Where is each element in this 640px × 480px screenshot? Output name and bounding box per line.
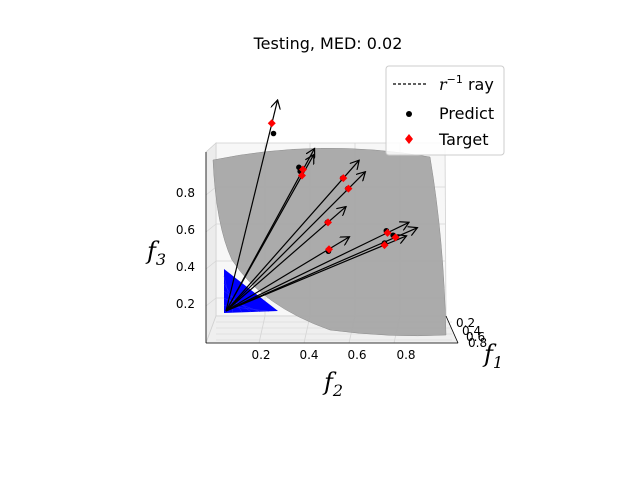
f1-axis-label: f1 xyxy=(482,340,503,372)
f1-tick-label: 0.8 xyxy=(468,336,487,350)
legend-target-symbol xyxy=(405,134,413,144)
ray-arrow-9 xyxy=(225,236,407,312)
target-points xyxy=(267,119,400,254)
target-point-9 xyxy=(380,241,389,250)
target-point-10 xyxy=(325,245,333,254)
target-point-2 xyxy=(299,165,307,174)
ray-arrow-3 xyxy=(225,155,314,312)
target-point-4 xyxy=(344,184,353,193)
grid-line-side xyxy=(205,260,217,270)
ray-arrow-5 xyxy=(225,160,359,312)
f2-tick-label: 0.4 xyxy=(299,348,318,362)
f3-tick-label: 0.8 xyxy=(176,186,195,200)
grid-line-side xyxy=(205,186,217,196)
target-point-5 xyxy=(339,174,348,183)
legend-ray-label: r−1 ray xyxy=(439,73,494,94)
f3-tick-label: 0.6 xyxy=(176,223,195,237)
legend-box xyxy=(385,65,505,156)
grid-line-side xyxy=(205,223,217,233)
f1-tick-label: 0.6 xyxy=(466,330,485,344)
f1-tick-label: 0.4 xyxy=(462,324,481,338)
target-point-7 xyxy=(324,218,332,227)
chart-title: Testing, MED: 0.02 xyxy=(253,34,403,53)
ray-arrow-4 xyxy=(225,172,365,312)
ray-arrow-8 xyxy=(225,222,409,312)
f3-axis-label: f3 xyxy=(145,237,166,269)
legend: r−1 ray Predict Target xyxy=(385,65,505,156)
grid-line-floor xyxy=(258,315,266,344)
target-point-3 xyxy=(297,171,306,180)
legend-predict-label: Predict xyxy=(439,104,494,123)
tick-labels: 0.2 0.4 0.6 0.80.20.40.60.80.20.40.60.8 xyxy=(176,186,487,362)
f3-tick-label: 0.4 xyxy=(176,260,195,274)
f2-tick-label: 0.6 xyxy=(347,348,366,362)
target-point-8 xyxy=(383,228,392,237)
f2-tick-label: 0.8 xyxy=(396,348,415,362)
legend-predict-symbol xyxy=(406,111,412,117)
f2-axis-label: f2 xyxy=(322,368,343,400)
f2-tick-label: 0.2 xyxy=(251,348,270,362)
reference-simplex xyxy=(224,269,278,313)
f1-axis-line xyxy=(445,315,459,344)
grid-line-side xyxy=(205,297,217,307)
f1-tick-label: 0.2 xyxy=(456,316,475,330)
f3-tick-label: 0.2 xyxy=(176,297,195,311)
target-point-6 xyxy=(391,233,400,242)
predict-point-1 xyxy=(270,130,277,137)
ray-arrow-1 xyxy=(225,100,278,312)
legend-target-label: Target xyxy=(438,130,489,149)
target-point-1 xyxy=(267,119,276,128)
